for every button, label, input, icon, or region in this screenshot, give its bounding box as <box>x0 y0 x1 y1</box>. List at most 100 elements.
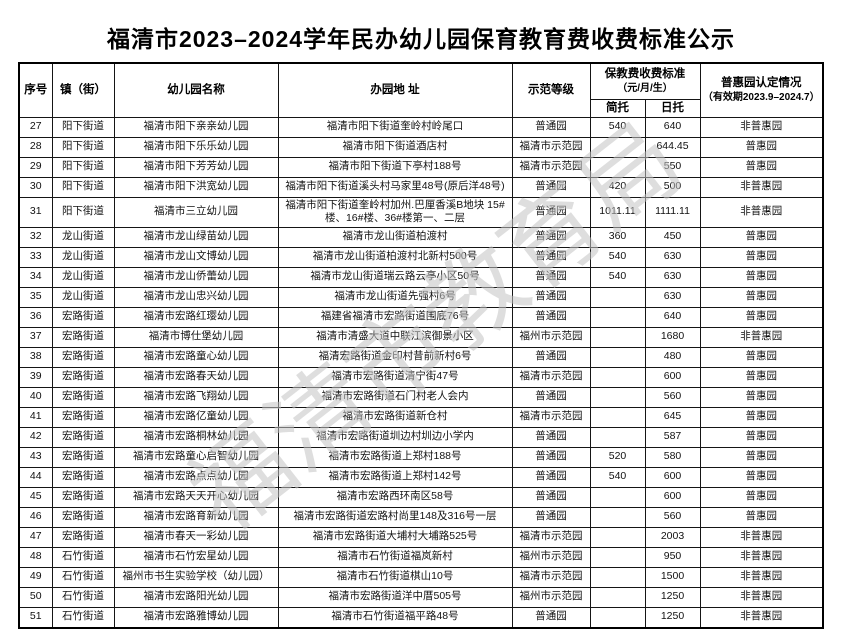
cell-inclusive-status: 普惠园 <box>699 136 824 158</box>
cell-inclusive-status: 非普惠园 <box>699 326 824 348</box>
cell-kindergarten-name: 福清市龙山忠兴幼儿园 <box>113 286 279 308</box>
cell-inclusive-status: 普惠园 <box>699 266 824 288</box>
cell-fee-rituo: 587 <box>644 426 701 448</box>
cell-inclusive-status: 普惠园 <box>699 506 824 528</box>
cell-fee-jiantuo <box>589 486 646 508</box>
cell-level: 福清市示范园 <box>511 526 591 548</box>
cell-fee-jiantuo <box>589 366 646 388</box>
cell-fee-jiantuo: 540 <box>589 266 646 288</box>
cell-level: 普通园 <box>511 266 591 288</box>
cell-inclusive-status: 普惠园 <box>699 386 824 408</box>
cell-fee-jiantuo: 540 <box>589 246 646 268</box>
cell-seq: 41 <box>18 406 53 428</box>
cell-level: 普通园 <box>511 466 591 488</box>
cell-address: 福清市龙山街道柏渡村北新村500号 <box>277 246 513 268</box>
cell-town: 阳下街道 <box>51 136 115 158</box>
cell-town: 宏路街道 <box>51 386 115 408</box>
cell-seq: 28 <box>18 136 53 158</box>
cell-seq: 37 <box>18 326 53 348</box>
cell-fee-jiantuo <box>589 586 646 608</box>
header-fee-group-line2: （元/月/生） <box>617 83 673 95</box>
cell-fee-rituo: 580 <box>644 446 701 468</box>
cell-seq: 50 <box>18 586 53 608</box>
cell-fee-rituo: 640 <box>644 116 701 138</box>
cell-fee-rituo: 630 <box>644 286 701 308</box>
cell-fee-rituo: 480 <box>644 346 701 368</box>
cell-level: 福清市示范园 <box>511 406 591 428</box>
cell-fee-rituo: 630 <box>644 246 701 268</box>
header-fee-rituo: 日托 <box>644 98 701 118</box>
cell-fee-jiantuo <box>589 386 646 408</box>
cell-level: 普通园 <box>511 506 591 528</box>
cell-seq: 30 <box>18 176 53 198</box>
cell-address: 福清市宏路西环南区58号 <box>277 486 513 508</box>
cell-fee-jiantuo: 540 <box>589 466 646 488</box>
cell-town: 龙山街道 <box>51 246 115 268</box>
cell-address: 福清市石竹街道福岚新村 <box>277 546 513 568</box>
cell-seq: 29 <box>18 156 53 178</box>
cell-fee-jiantuo <box>589 306 646 328</box>
table-row: 44 宏路街道 福清市宏路点点幼儿园 福清市宏路街道上郑村142号 普通园 54… <box>18 466 824 488</box>
header-inclusive-line2: （有效期2023.9–2024.7） <box>702 92 820 104</box>
cell-address: 福清市清盛大道中联江滨御景小区 <box>277 326 513 348</box>
cell-fee-rituo: 640 <box>644 306 701 328</box>
cell-fee-jiantuo <box>589 326 646 348</box>
cell-fee-jiantuo <box>589 426 646 448</box>
cell-address: 福清市阳下街道下亭村188号 <box>277 156 513 178</box>
cell-inclusive-status: 普惠园 <box>699 246 824 268</box>
table-row: 29 阳下街道 福清市阳下芳芳幼儿园 福清市阳下街道下亭村188号 福清市示范园… <box>18 156 824 178</box>
cell-fee-rituo: 1680 <box>644 326 701 348</box>
cell-address: 福清市阳下街道奎岭村岭尾口 <box>277 116 513 138</box>
cell-address: 福清市龙山街道先强村6号 <box>277 286 513 308</box>
cell-inclusive-status: 非普惠园 <box>699 116 824 138</box>
cell-level: 普通园 <box>511 446 591 468</box>
cell-address: 福清市宏路街道上郑村188号 <box>277 446 513 468</box>
cell-kindergarten-name: 福清市宏路雅博幼儿园 <box>113 606 279 629</box>
cell-level: 福清市示范园 <box>511 156 591 178</box>
cell-address: 福清市宏路街道清宁街47号 <box>277 366 513 388</box>
cell-seq: 40 <box>18 386 53 408</box>
cell-fee-rituo: 600 <box>644 486 701 508</box>
cell-seq: 43 <box>18 446 53 468</box>
cell-town: 宏路街道 <box>51 366 115 388</box>
cell-kindergarten-name: 福清市阳下乐乐幼儿园 <box>113 136 279 158</box>
cell-kindergarten-name: 福清市阳下洪宽幼儿园 <box>113 176 279 198</box>
cell-town: 石竹街道 <box>51 566 115 588</box>
cell-address: 福清市阳下街道溪头村马家里48号(原后洋48号) <box>277 176 513 198</box>
cell-town: 阳下街道 <box>51 116 115 138</box>
table-row: 42 宏路街道 福清市宏路桐林幼儿园 福清市宏路街道圳边村圳边小学内 普通园 5… <box>18 426 824 448</box>
header-name: 幼儿园名称 <box>113 62 279 118</box>
cell-seq: 51 <box>18 606 53 629</box>
cell-inclusive-status: 非普惠园 <box>699 176 824 198</box>
cell-town: 龙山街道 <box>51 286 115 308</box>
fee-standards-table: 序号 镇（街） 幼儿园名称 办园地 址 示范等级 保教费收费标准 （元/月/生）… <box>18 62 824 629</box>
cell-seq: 48 <box>18 546 53 568</box>
cell-inclusive-status: 非普惠园 <box>699 606 824 629</box>
cell-kindergarten-name: 福清市阳下芳芳幼儿园 <box>113 156 279 178</box>
cell-kindergarten-name: 福清市宏路飞翔幼儿园 <box>113 386 279 408</box>
cell-address: 福清市宏路街道大埔村大埔路525号 <box>277 526 513 548</box>
cell-inclusive-status: 普惠园 <box>699 346 824 368</box>
cell-kindergarten-name: 福清市龙山侨蕾幼儿园 <box>113 266 279 288</box>
table-row: 41 宏路街道 福清市宏路亿童幼儿园 福清市宏路街道新仓村 福清市示范园 645… <box>18 406 824 428</box>
cell-address: 福清市阳下街道酒店村 <box>277 136 513 158</box>
cell-kindergarten-name: 福清市龙山文博幼儿园 <box>113 246 279 268</box>
cell-fee-rituo: 2003 <box>644 526 701 548</box>
cell-fee-jiantuo <box>589 566 646 588</box>
cell-town: 阳下街道 <box>51 156 115 178</box>
cell-town: 石竹街道 <box>51 586 115 608</box>
cell-fee-rituo: 450 <box>644 226 701 248</box>
table-row: 34 龙山街道 福清市龙山侨蕾幼儿园 福清市龙山街道瑞云路云亭小区50号 普通园… <box>18 266 824 288</box>
cell-level: 福清市示范园 <box>511 566 591 588</box>
cell-address: 福清市阳下街道奎岭村加州.巴厘香溪B地块 15#楼、16#楼、36#楼第一、二层 <box>277 196 513 228</box>
cell-fee-jiantuo <box>589 286 646 308</box>
cell-address: 福清市宏路街道新仓村 <box>277 406 513 428</box>
table-row: 28 阳下街道 福清市阳下乐乐幼儿园 福清市阳下街道酒店村 福清市示范园 644… <box>18 136 824 158</box>
cell-kindergarten-name: 福清市阳下亲亲幼儿园 <box>113 116 279 138</box>
cell-kindergarten-name: 福清市春天一彩幼儿园 <box>113 526 279 548</box>
table-row: 50 石竹街道 福清市宏路阳光幼儿园 福清市宏路街道洋中厝505号 福州市示范园… <box>18 586 824 608</box>
cell-address: 福清市石竹街道棋山10号 <box>277 566 513 588</box>
cell-seq: 44 <box>18 466 53 488</box>
cell-kindergarten-name: 福清市宏路桐林幼儿园 <box>113 426 279 448</box>
cell-level: 普通园 <box>511 306 591 328</box>
